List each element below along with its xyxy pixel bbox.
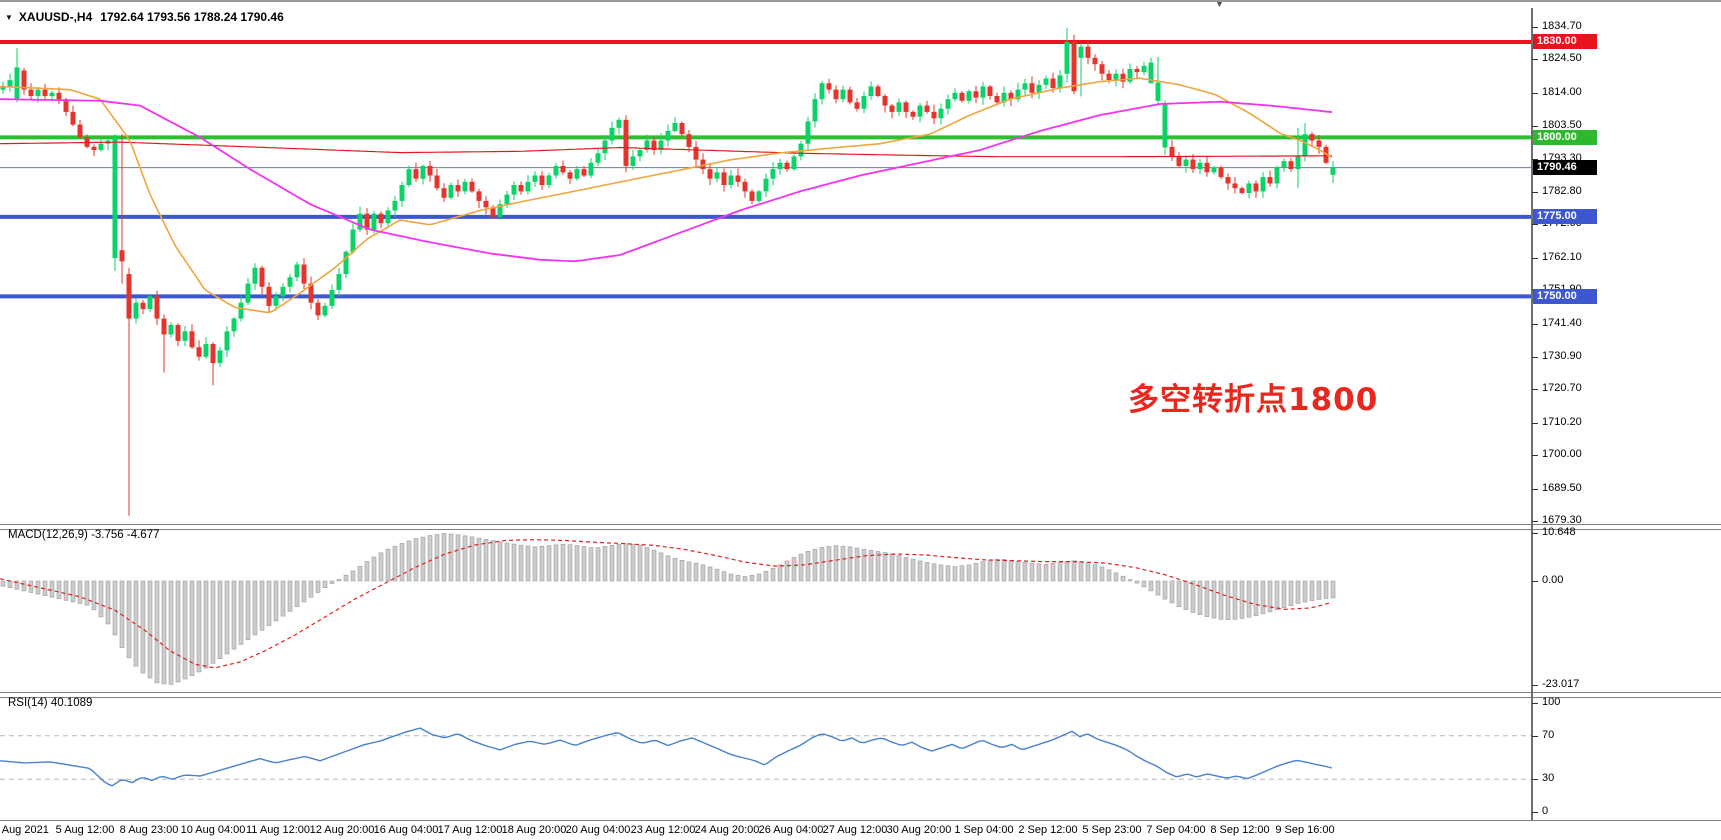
- axis-tick: [1532, 455, 1538, 457]
- macd-histogram: [0, 533, 1336, 685]
- price-badge-1800.00: 1800.00: [1533, 129, 1597, 145]
- price-tick-label: 100: [1542, 696, 1561, 708]
- chart-shift-marker-icon[interactable]: ▼: [1215, 0, 1224, 9]
- axis-tick: [1532, 581, 1538, 582]
- price-badge-1775.00: 1775.00: [1533, 209, 1597, 225]
- price-tick-label: 1741.40: [1542, 316, 1582, 329]
- axis-tick: [1532, 126, 1538, 128]
- price-tick-label: 1730.90: [1542, 350, 1582, 363]
- price-axis-border: [1531, 8, 1533, 820]
- time-label: 8 Aug 23:00: [119, 824, 179, 836]
- ohlc-readout: 1792.64 1793.56 1788.24 1790.46: [100, 10, 284, 24]
- axis-tick: [1532, 735, 1538, 737]
- axis-tick: [1532, 158, 1538, 160]
- price-tick-label: 1782.80: [1542, 185, 1582, 198]
- axis-tick: [1532, 59, 1538, 61]
- time-label: 27 Aug 12:00: [822, 824, 888, 836]
- price-tick-label: 70: [1542, 728, 1555, 741]
- price-tick-label: 1710.20: [1542, 415, 1582, 428]
- time-label: 12 Aug 20:00: [309, 824, 375, 836]
- axis-tick: [1532, 92, 1538, 94]
- price-tick-label: 1762.10: [1542, 250, 1582, 263]
- time-label: 26 Aug 04:00: [758, 824, 824, 836]
- time-label: 10 Aug 04:00: [180, 824, 246, 836]
- ma-red-line: [0, 141, 1332, 158]
- price-tick-label: -23.017: [1542, 677, 1580, 690]
- time-label: 20 Aug 04:00: [565, 824, 631, 836]
- price-tick-label: 30: [1542, 772, 1555, 785]
- annotation-text: 多空转折点1800: [1128, 382, 1379, 418]
- time-label: 7 Sep 04:00: [1146, 824, 1206, 836]
- price-tick-label: 1824.50: [1542, 52, 1582, 65]
- panel-separator-rsi[interactable]: [0, 692, 1721, 698]
- time-label: 9 Sep 16:00: [1275, 824, 1335, 836]
- time-label: 11 Aug 12:00: [245, 824, 311, 836]
- price-tick-label: 1700.00: [1542, 448, 1582, 461]
- axis-tick: [1532, 521, 1538, 523]
- axis-tick: [1532, 422, 1538, 424]
- price-tick-label: 1803.50: [1542, 119, 1582, 132]
- axis-tick: [1532, 389, 1538, 391]
- time-label: 16 Aug 04:00: [373, 824, 439, 836]
- time-label: 8 Sep 12:00: [1210, 824, 1270, 836]
- rsi-panel[interactable]: [0, 696, 1531, 820]
- price-tick-label: 1689.50: [1542, 481, 1582, 494]
- chart-header: ▼ XAUUSD-,H4 1792.64 1793.56 1788.24 1790.…: [5, 10, 284, 24]
- axis-tick: [1532, 224, 1538, 226]
- macd-label: MACD(12,26,9) -3.756 -4.677: [8, 529, 160, 541]
- candles: [0, 27, 1336, 516]
- price-tick-label: 0: [1542, 805, 1549, 817]
- level-lines: [0, 39, 1531, 299]
- axis-tick: [1532, 27, 1538, 28]
- axis-tick: [1532, 323, 1538, 325]
- axis-tick: [1532, 533, 1538, 535]
- price-tick-label: 1679.30: [1542, 514, 1582, 527]
- rsi-line: [0, 727, 1333, 787]
- time-label: 2 Sep 12:00: [1018, 824, 1078, 836]
- axis-tick: [1532, 812, 1538, 813]
- time-label: 17 Aug 12:00: [437, 824, 503, 836]
- price-tick-label: 1834.70: [1542, 20, 1582, 32]
- time-label: 18 Aug 20:00: [501, 824, 567, 836]
- axis-tick: [1532, 779, 1538, 781]
- price-badge-1750.00: 1750.00: [1533, 288, 1597, 304]
- time-label: 24 Aug 20:00: [694, 824, 760, 836]
- ma-magenta-line: [0, 98, 1333, 263]
- axis-tick: [1532, 488, 1538, 490]
- time-label: 1 Sep 04:00: [954, 824, 1014, 836]
- price-tick-label: 0.00: [1542, 574, 1564, 586]
- price-tick-label: 1814.00: [1542, 85, 1582, 98]
- axis-tick: [1532, 703, 1538, 704]
- panel-separator-macd[interactable]: [0, 524, 1721, 530]
- price-tick-label: 10.648: [1542, 526, 1576, 539]
- window-top-border: ▼: [0, 0, 1721, 10]
- rsi-label: RSI(14) 40.1089: [8, 697, 93, 709]
- symbol-timeframe-label: XAUUSD-,H4: [18, 10, 93, 24]
- macd-panel[interactable]: [0, 528, 1531, 692]
- price-tick-label: 1720.70: [1542, 382, 1582, 395]
- time-label: 30 Aug 20:00: [886, 824, 952, 836]
- price-axis[interactable]: 1834.70 1824.50 1814.00 1803.50 1793.30 1782.…: [1531, 8, 1721, 820]
- ma-orange-line: [0, 77, 1333, 314]
- symbol-collapse-icon[interactable]: ▼: [5, 13, 13, 22]
- macd-signal-line: [0, 538, 1331, 669]
- time-label: 5 Sep 23:00: [1082, 824, 1142, 836]
- candlestick-chart[interactable]: [0, 8, 1531, 525]
- time-label: 23 Aug 12:00: [630, 824, 696, 836]
- axis-tick: [1532, 357, 1538, 359]
- time-label: 4 Aug 2021: [0, 824, 49, 836]
- price-badge-1830.00: 1830.00: [1533, 34, 1597, 50]
- axis-tick: [1532, 684, 1538, 686]
- axis-tick: [1532, 257, 1538, 259]
- price-badge-1790.46: 1790.46: [1533, 160, 1597, 176]
- axis-tick: [1532, 192, 1538, 194]
- time-label: 5 Aug 12:00: [55, 824, 115, 836]
